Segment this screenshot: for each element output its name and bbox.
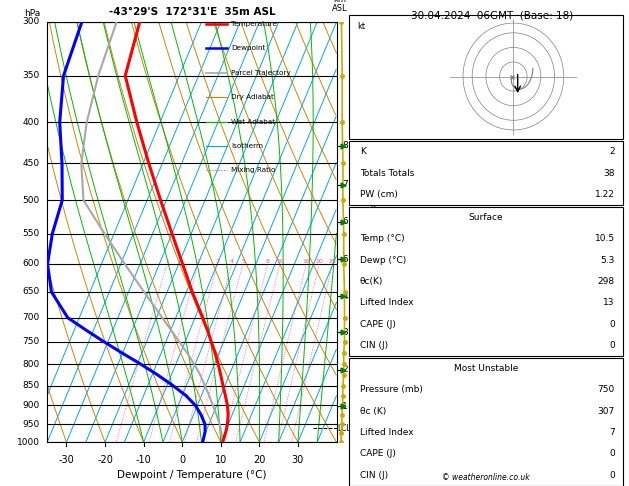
- Text: Dewpoint / Temperature (°C): Dewpoint / Temperature (°C): [117, 469, 267, 480]
- Text: 750: 750: [23, 337, 40, 347]
- Text: 4: 4: [342, 292, 348, 301]
- Text: 450: 450: [23, 159, 40, 168]
- Bar: [348, 358, 623, 486]
- Text: CIN (J): CIN (J): [360, 341, 388, 350]
- Text: 850: 850: [23, 381, 40, 390]
- Text: 650: 650: [23, 287, 40, 296]
- Text: -43°29'S  172°31'E  35m ASL: -43°29'S 172°31'E 35m ASL: [109, 7, 275, 17]
- Text: 13: 13: [603, 298, 615, 307]
- Text: 1: 1: [342, 402, 348, 411]
- Text: Dewpoint: Dewpoint: [231, 45, 265, 52]
- Text: 0: 0: [179, 455, 186, 465]
- Text: 350: 350: [23, 71, 40, 80]
- Text: 1000: 1000: [17, 438, 40, 447]
- Text: 750: 750: [598, 385, 615, 394]
- Text: 20: 20: [253, 455, 265, 465]
- Text: kt: kt: [357, 22, 365, 31]
- Text: 307: 307: [598, 407, 615, 416]
- Text: CAPE (J): CAPE (J): [360, 320, 396, 329]
- Text: 3: 3: [342, 328, 348, 337]
- Text: 5: 5: [241, 259, 245, 264]
- Text: θᴄ(K): θᴄ(K): [360, 277, 383, 286]
- Text: Most Unstable: Most Unstable: [454, 364, 518, 373]
- Text: Temp (°C): Temp (°C): [360, 234, 404, 243]
- Text: θᴄ (K): θᴄ (K): [360, 407, 386, 416]
- Text: 950: 950: [23, 420, 40, 429]
- Text: Surface: Surface: [469, 213, 503, 222]
- Text: 400: 400: [23, 118, 40, 127]
- Text: CAPE (J): CAPE (J): [360, 450, 396, 458]
- Text: 700: 700: [23, 313, 40, 322]
- Bar: [348, 141, 623, 205]
- Text: 500: 500: [23, 196, 40, 205]
- Text: -30: -30: [58, 455, 74, 465]
- Text: 1.22: 1.22: [595, 190, 615, 199]
- Text: 1: 1: [165, 259, 169, 264]
- Text: LCL: LCL: [338, 423, 352, 433]
- Text: hPa: hPa: [24, 9, 40, 17]
- Text: 300: 300: [23, 17, 40, 26]
- Text: Dewp (°C): Dewp (°C): [360, 256, 406, 264]
- Text: 30: 30: [292, 455, 304, 465]
- Text: Isotherm: Isotherm: [231, 143, 263, 149]
- Text: Mixing Ratio (g/kg): Mixing Ratio (g/kg): [370, 195, 379, 269]
- Text: km
ASL: km ASL: [331, 0, 347, 14]
- Text: 2: 2: [342, 365, 348, 374]
- Text: 5.3: 5.3: [600, 256, 615, 264]
- Text: Dry Adiabat: Dry Adiabat: [231, 94, 274, 100]
- Text: 38: 38: [603, 169, 615, 177]
- Text: Parcel Trajectory: Parcel Trajectory: [231, 69, 291, 76]
- Text: Wet Adiabat: Wet Adiabat: [231, 119, 275, 124]
- Text: 20: 20: [315, 259, 323, 264]
- Text: Mixing Ratio: Mixing Ratio: [231, 167, 276, 174]
- Text: K: K: [360, 147, 366, 156]
- Text: Temperature: Temperature: [231, 21, 277, 27]
- Text: Totals Totals: Totals Totals: [360, 169, 415, 177]
- Text: 5: 5: [342, 255, 348, 264]
- Text: 8: 8: [342, 141, 348, 151]
- Text: 0: 0: [609, 320, 615, 329]
- Text: 298: 298: [598, 277, 615, 286]
- Text: 2: 2: [609, 147, 615, 156]
- Text: 900: 900: [23, 401, 40, 410]
- Text: Pressure (mb): Pressure (mb): [360, 385, 423, 394]
- Text: -10: -10: [136, 455, 152, 465]
- Text: CIN (J): CIN (J): [360, 471, 388, 480]
- Text: Lifted Index: Lifted Index: [360, 428, 414, 437]
- Text: 600: 600: [23, 260, 40, 268]
- Text: 7: 7: [609, 428, 615, 437]
- Text: 3: 3: [216, 259, 220, 264]
- Text: Lifted Index: Lifted Index: [360, 298, 414, 307]
- Text: 0: 0: [609, 450, 615, 458]
- Text: 2: 2: [196, 259, 200, 264]
- Text: 16: 16: [303, 259, 310, 264]
- Text: 0: 0: [609, 471, 615, 480]
- Text: 25: 25: [328, 259, 337, 264]
- Bar: [348, 15, 623, 139]
- Text: PW (cm): PW (cm): [360, 190, 398, 199]
- Text: 7: 7: [342, 180, 348, 189]
- Text: 8: 8: [266, 259, 270, 264]
- Bar: [348, 207, 623, 356]
- Text: 30.04.2024  06GMT  (Base: 18): 30.04.2024 06GMT (Base: 18): [411, 11, 573, 21]
- Text: 6: 6: [342, 217, 348, 226]
- Text: 10: 10: [276, 259, 284, 264]
- Text: 550: 550: [23, 229, 40, 238]
- Text: 0: 0: [609, 341, 615, 350]
- Text: 10: 10: [214, 455, 227, 465]
- Text: 4: 4: [230, 259, 234, 264]
- Text: © weatheronline.co.uk: © weatheronline.co.uk: [442, 473, 530, 482]
- Text: 10.5: 10.5: [594, 234, 615, 243]
- Text: -20: -20: [97, 455, 113, 465]
- Text: 800: 800: [23, 360, 40, 369]
